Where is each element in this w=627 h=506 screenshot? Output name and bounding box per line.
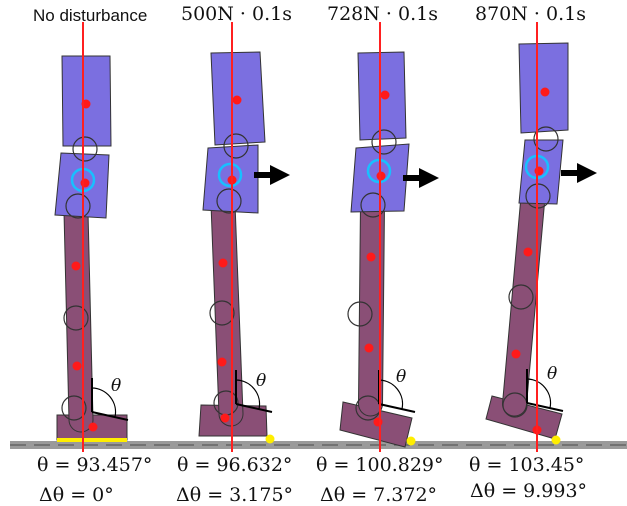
angle-foot-line [91,411,129,421]
leg-segment [359,192,384,416]
joint-circle-icon [216,188,242,214]
joint-circle-icon [63,305,89,331]
angle-theta-label: θ [396,367,406,387]
cop-ring-icon [217,162,243,188]
angle-theta-label: θ [547,364,557,384]
leg-segment [211,192,243,426]
push-arrow-icon [577,163,597,183]
joint-circle-icon [209,300,235,326]
panel-3-header: 728N · 0.1s [327,3,438,25]
com-point [540,87,550,97]
contact-point [265,434,275,444]
panel-1-theta: θ = 93.457° [37,454,153,476]
panel-4-delta: Δθ = 9.993° [470,480,588,502]
contact-point [551,435,561,445]
joint-circle-icon [371,129,397,155]
panel-4-header: 870N · 0.1s [475,3,586,25]
panel-4-theta: θ = 103.45° [469,454,585,476]
angle-foot-line [235,403,273,413]
contact-point [406,436,416,446]
com-point [220,413,230,423]
angle-foot-line [378,403,416,413]
com-point [380,90,390,100]
com-point [217,357,227,367]
com-point [72,361,82,371]
panel-3-theta: θ = 100.829° [316,454,444,476]
joint-circle-icon [502,392,528,418]
foot-contact-bar [57,438,127,442]
com-point [366,252,376,262]
angle-arc [235,379,261,410]
robot-panel-4: θ [485,22,597,452]
push-arrow-icon [270,165,290,185]
joint-circle-icon [508,284,534,310]
joint-circle-icon [72,136,98,162]
angle-arc [378,379,404,410]
panel-3-delta: Δθ = 7.372° [320,484,438,506]
panel-2-theta: θ = 96.632° [177,454,293,476]
leg-segment [64,200,93,432]
com-point [80,178,90,188]
panel-1-delta: Δθ = 0° [39,484,114,506]
angle-arc [91,387,117,418]
panel-1-header: No disturbance [33,6,148,25]
com-point [534,166,544,176]
robot-panel-2: θ [198,22,290,452]
robot-panel-3: θ [339,22,439,452]
panel-2-delta: Δθ = 3.175° [176,484,294,506]
panel-2-header: 500N · 0.1s [181,3,292,25]
com-point [71,261,81,271]
leg-segment [503,185,545,416]
joint-circle-icon [65,193,91,219]
angle-arc [526,378,552,409]
joint-circle-icon [347,301,373,327]
com-point [364,343,374,353]
com-point [232,95,242,105]
com-point [523,247,533,257]
angle-theta-label: θ [256,371,266,391]
com-point [511,349,521,359]
com-point [373,417,383,427]
joint-circle-icon [61,395,87,421]
angle-foot-line [526,402,564,412]
com-point [88,422,98,432]
push-arrow-icon [419,168,439,188]
angle-theta-label: θ [111,376,121,396]
robot-panel-1: θ [54,22,129,452]
joint-circle-icon [223,133,249,159]
joint-circle-icon [360,192,386,218]
com-point [218,258,228,268]
joint-circle-icon [533,126,559,152]
